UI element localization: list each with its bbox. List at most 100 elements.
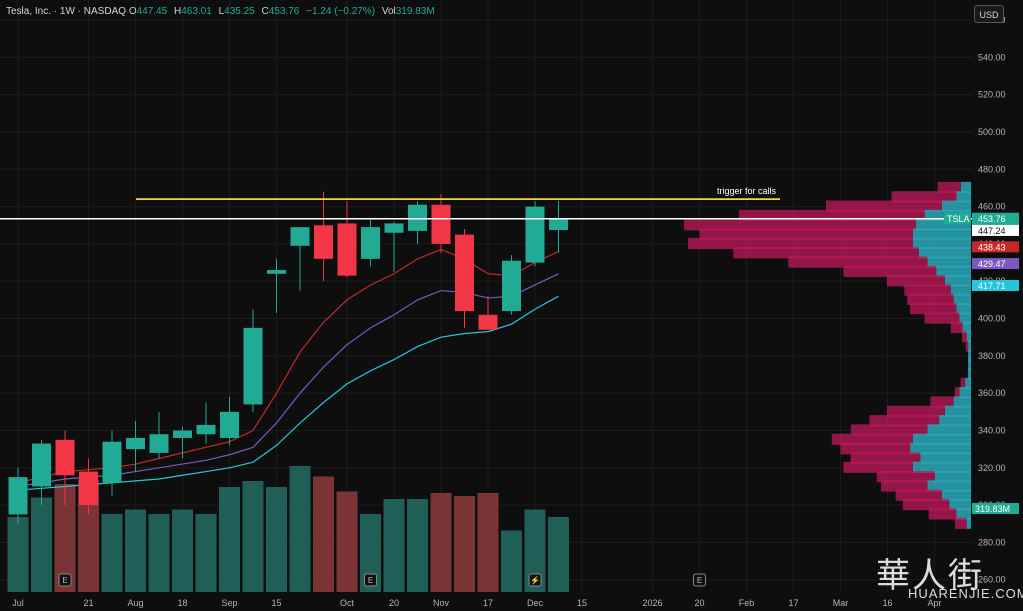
legend-low-label: L [218,6,225,17]
x-tick-label: Nov [433,598,450,608]
volume-profile-down [850,424,928,436]
candle-body [149,434,169,453]
volume-profile-up [939,415,971,427]
symbol-tag-label: TSLA [947,214,970,224]
candle-body [8,477,28,515]
event-marker [364,573,377,587]
volume-profile-up [913,433,971,445]
volume-profile-up [944,405,971,417]
y-tick-label: 340.00 [978,425,1006,435]
candle-body [267,270,286,274]
volume-profile-down [904,284,951,296]
candle-body [455,234,474,312]
volume-profile-up [944,275,971,287]
volume-profile-down [950,321,963,333]
legend-symbol: Tesla, Inc. · 1W · NASDAQ [6,6,127,17]
candle-body [502,260,521,312]
volume-profile-down [876,471,935,483]
candle-body [243,327,263,405]
x-tick-label: Aug [127,598,143,608]
y-tick-label: 360.00 [978,388,1006,398]
volume-bar [524,509,546,592]
x-tick-label: 20 [694,598,704,608]
volume-bar [7,517,29,592]
volume-bar [407,499,428,592]
x-tick-label: 2026 [642,598,662,608]
volume-bar [78,479,99,592]
event-marker-label: ⚡ [530,575,540,585]
volume-profile-up [942,200,971,212]
x-tick-label: Apr [927,598,941,608]
volume-profile-down [831,433,913,445]
volume-profile-up [959,312,971,324]
volume-profile-down [843,265,937,278]
volume-profile-down [843,461,913,473]
volume-profile-up [968,349,971,361]
volume-profile-up [913,228,971,240]
volume-profile-down [928,508,957,520]
candle-body [361,227,380,259]
x-tick-label: 21 [83,598,93,608]
y-tick-label: 260.00 [978,575,1006,585]
currency-button[interactable]: USD [974,5,1004,23]
volume-profile-down [683,219,916,231]
x-tick-label: 15 [577,598,587,608]
volume-profile-up [966,517,971,529]
volume-profile-up [913,461,971,473]
candle-body [79,471,98,506]
x-tick-label: Feb [739,598,755,608]
volume-bar [195,514,217,592]
volume-profile-down [739,209,925,222]
volume-bar [360,514,381,592]
volume-profile-up [950,284,971,296]
price-tag-value: 453.76 [978,214,1006,224]
volume-profile-down [955,517,967,529]
x-tick-label: Oct [340,598,355,608]
volume-profile-up [942,489,971,501]
volume-bar [54,484,76,592]
volume-profile-up [927,256,971,268]
volume-bar [336,491,358,592]
watermark-cn: 華人街 [876,556,984,596]
volume-profile-down [954,387,960,399]
event-marker [58,573,72,587]
price-tag-value: 438.43 [978,242,1006,252]
volume-profile-up [960,181,971,194]
volume-profile-up [966,331,971,343]
watermark-logo: 華人街 HUARENJIE.COM [872,548,1023,608]
volume-bar [430,493,452,592]
volume-profile-down [733,247,919,259]
legend-volume-label: Vol [381,6,396,17]
y-tick-label: 380.00 [978,351,1006,361]
x-tick-label: 18 [177,598,187,608]
moving-average-slow [17,295,559,491]
candle-body [126,437,145,450]
volume-profile-up [936,265,971,278]
volume-profile-down [895,489,942,501]
legend-close-value: 453.76 [268,6,300,17]
legend-high-value: 463.01 [181,6,212,17]
x-tick-label: 15 [271,598,281,608]
volume-profile-up [968,340,971,352]
event-marker [693,573,706,587]
volume-profile-down [687,237,913,250]
x-tick-label: Jul [12,598,24,608]
volume-profile-down [840,443,911,455]
legend-high-label: H [173,6,182,17]
candle-body [102,441,122,483]
volume-bar [477,493,499,592]
volume-profile-up [956,191,971,203]
volume-profile-up [913,237,971,250]
volume-profile-up [968,359,971,371]
volume-profile-down [930,396,954,408]
candle-body [55,439,75,476]
volume-bar [548,517,569,592]
candle-body [290,227,310,246]
event-marker-label: E [368,576,373,585]
volume-profile-up [956,303,971,315]
volume-bar [454,496,475,592]
volume-bar [172,509,193,592]
watermark-en: HUARENJIE.COM [908,586,1023,601]
